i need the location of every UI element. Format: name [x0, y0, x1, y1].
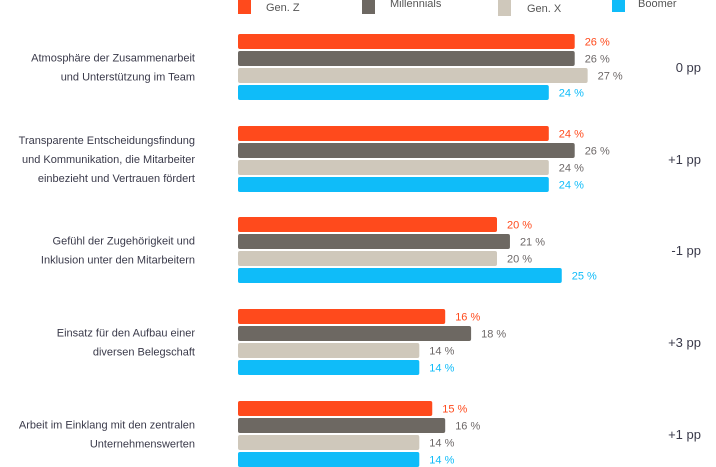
bar — [238, 309, 446, 324]
data-label: 27 % — [598, 71, 623, 83]
data-label: 24 % — [559, 129, 584, 141]
data-label: 14 % — [429, 438, 454, 450]
data-label: 25 % — [572, 271, 597, 283]
data-label: 26 % — [585, 146, 610, 158]
data-label: 24 % — [559, 180, 584, 192]
bar — [238, 326, 472, 341]
data-label: 14 % — [429, 363, 454, 375]
difference-label: +3 pp — [668, 335, 701, 350]
category-label: einbezieht und Vertrauen fördert — [38, 173, 195, 185]
data-label: 15 % — [442, 404, 467, 416]
data-label: 24 % — [559, 88, 584, 100]
legend-swatch — [498, 0, 511, 16]
bar — [238, 126, 549, 141]
bar — [238, 143, 575, 158]
category-label: und Kommunikation, die Mitarbeiter — [22, 154, 195, 166]
category-label: Arbeit im Einklang mit den zentralen — [19, 420, 195, 432]
bar — [238, 418, 446, 433]
bar — [238, 51, 575, 66]
difference-label: +1 pp — [668, 427, 701, 442]
bar — [238, 34, 575, 49]
bar — [238, 401, 433, 416]
bar — [238, 160, 549, 175]
data-label: 18 % — [481, 329, 506, 341]
data-label: 20 % — [507, 254, 532, 266]
difference-label: 0 pp — [676, 60, 701, 75]
difference-label: -1 pp — [671, 243, 701, 258]
difference-label: +1 pp — [668, 152, 701, 167]
category-label: Atmosphäre der Zusammenarbeit — [31, 53, 195, 65]
bar — [238, 343, 420, 358]
bar — [238, 251, 497, 266]
legend-label: Gen. Z — [266, 2, 300, 14]
category-label: und Unterstützung im Team — [61, 72, 195, 84]
bar — [238, 234, 510, 249]
data-label: 20 % — [507, 220, 532, 232]
bar — [238, 68, 588, 83]
legend-swatch — [612, 0, 625, 12]
data-label: 14 % — [429, 455, 454, 467]
data-label: 14 % — [429, 346, 454, 358]
legend-label: Gen. X — [527, 3, 562, 15]
bar — [238, 177, 549, 192]
category-label: Unternehmenswerten — [90, 439, 195, 451]
bar — [238, 217, 497, 232]
legend-swatch — [238, 0, 251, 14]
bar — [238, 85, 549, 100]
bar — [238, 268, 562, 283]
category-label: Transparente Entscheidungsfindung — [19, 135, 195, 147]
data-label: 16 % — [455, 421, 480, 433]
data-label: 21 % — [520, 237, 545, 249]
category-label: diversen Belegschaft — [93, 347, 195, 359]
bar — [238, 360, 420, 375]
data-label: 24 % — [559, 163, 584, 175]
bar — [238, 435, 420, 450]
data-label: 16 % — [455, 312, 480, 324]
category-label: Inklusion unter den Mitarbeitern — [41, 255, 195, 267]
category-label: Gefühl der Zugehörigkeit und — [53, 236, 195, 248]
data-label: 26 % — [585, 54, 610, 66]
legend-swatch — [362, 0, 375, 14]
legend-label: Millennials — [390, 0, 442, 10]
bar — [238, 452, 420, 467]
data-label: 26 % — [585, 37, 610, 49]
category-label: Einsatz für den Aufbau einer — [57, 328, 196, 340]
legend-label: Boomer — [638, 0, 677, 10]
